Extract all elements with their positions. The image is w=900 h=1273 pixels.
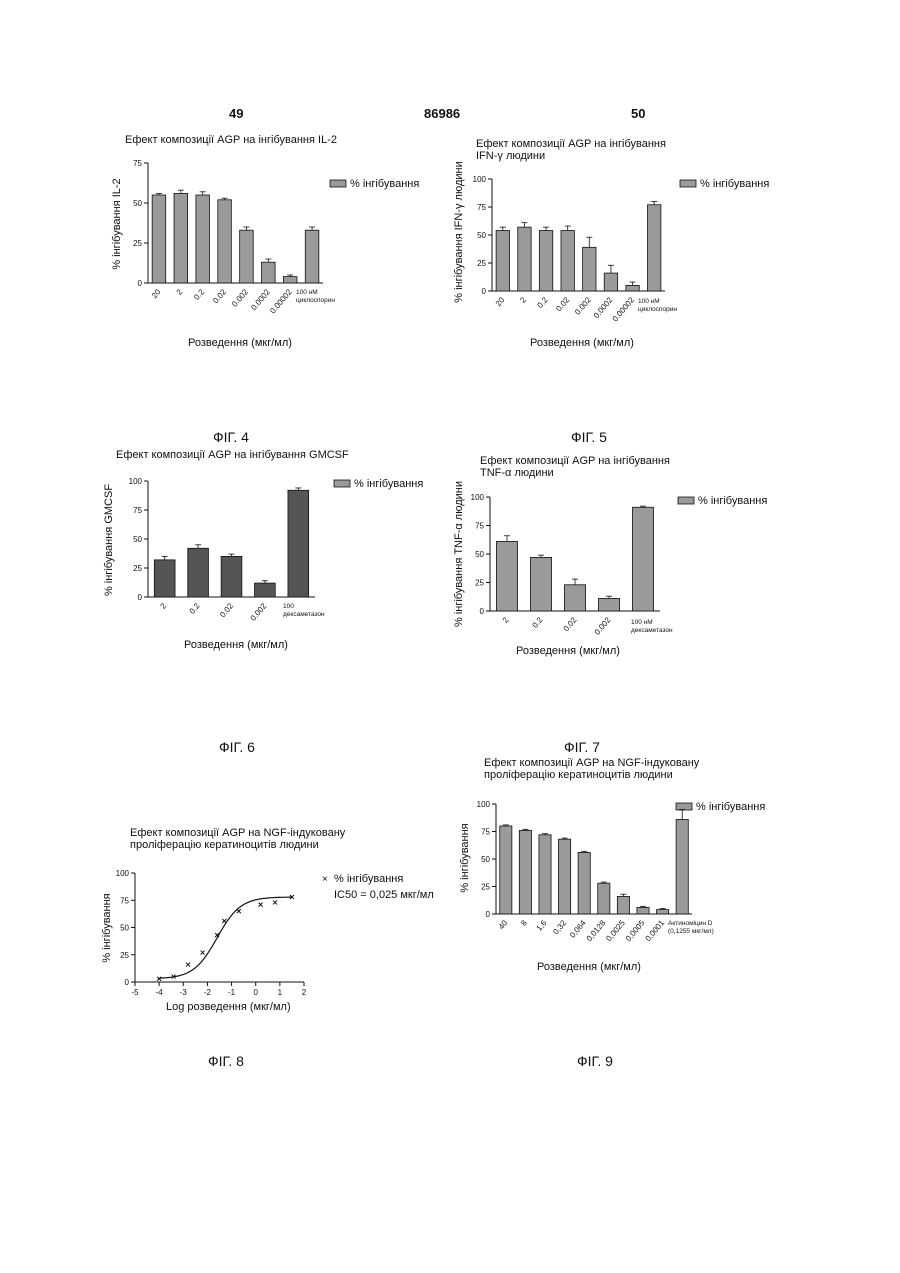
fig-5-control-label: Актиноміцин D: [668, 919, 713, 927]
fig-5-title: Ефект композиції AGP на NGF-індуковану: [484, 757, 700, 769]
fig-5-bar: [539, 835, 551, 914]
fig-5-category-label: 0,0128: [585, 918, 608, 943]
fig-5-y-tick-label: 75: [481, 828, 490, 837]
fig-5-bar: [559, 839, 571, 914]
fig-5-legend-swatch: [676, 803, 692, 810]
fig-5-control-label: (0,1255 мкг/мл): [668, 928, 714, 935]
fig-5-bar: [676, 819, 688, 914]
fig-5-y-tick-label: 100: [477, 800, 491, 809]
fig-5-category-label: 40: [497, 918, 510, 931]
fig-5-y-tick-label: 0: [486, 910, 491, 919]
fig-5-y-tick-label: 50: [481, 855, 490, 864]
fig-5-y-tick-label: 25: [481, 883, 490, 892]
fig-5-bar: [500, 826, 512, 914]
fig-5-bar: [598, 883, 610, 914]
fig-5-category-label: 1,6: [534, 918, 548, 933]
fig-5-bar: [519, 830, 531, 914]
fig-5-title: проліферацію кератиноцитів людини: [484, 769, 673, 781]
fig-5-category-label: 0,0025: [604, 918, 627, 943]
fig-5-category-label: 8: [519, 918, 529, 928]
fig-5-bar: [578, 852, 590, 914]
fig-5-bar: [617, 896, 629, 914]
fig-5-bar: [657, 910, 669, 914]
fig-5-category-label: 0,32: [551, 918, 568, 936]
fig-5-x-axis-label: Розведення (мкг/мл): [537, 961, 641, 973]
fig-5-y-axis-label: % інгібування: [459, 823, 471, 892]
fig-5-legend-label: % інгібування: [696, 801, 765, 813]
fig-5-category-label: 0,0005: [624, 918, 647, 943]
fig-5-category-label: 0,0001: [644, 918, 667, 943]
fig-5-bar: [637, 907, 649, 914]
